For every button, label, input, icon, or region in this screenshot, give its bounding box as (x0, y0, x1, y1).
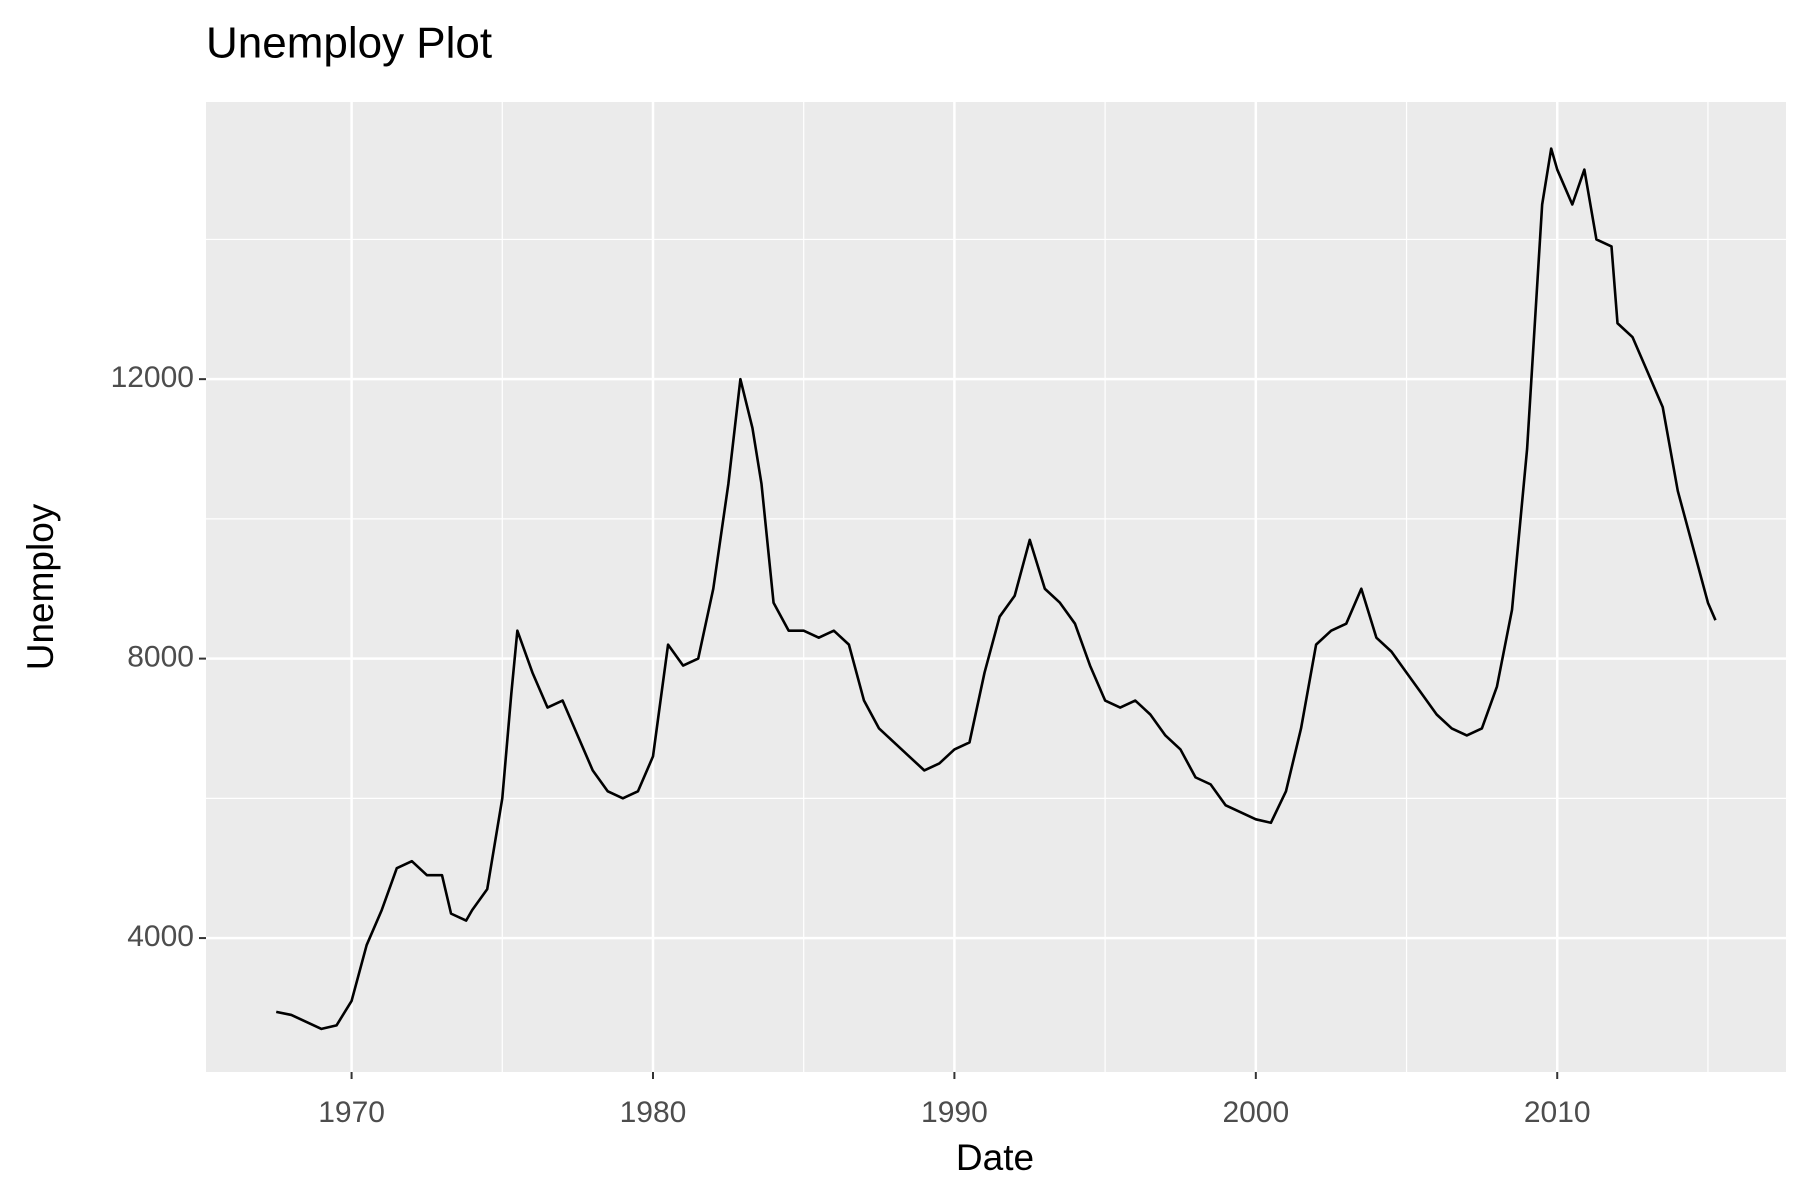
x-tick-label: 2000 (1222, 1096, 1289, 1129)
y-tick-label: 4000 (127, 920, 194, 953)
data-line (275, 147, 1717, 1031)
y-axis-title: Unemploy (20, 503, 61, 670)
y-tick-label: 8000 (127, 641, 194, 674)
y-tick-label: 12000 (111, 361, 194, 394)
plot-panel (206, 102, 1786, 1072)
x-tick-label: 1970 (318, 1096, 385, 1129)
chart-title: Unemploy Plot (206, 19, 492, 68)
x-tick-label: 1990 (921, 1096, 988, 1129)
x-tick-label: 1980 (620, 1096, 687, 1129)
x-tick-label: 2010 (1524, 1096, 1591, 1129)
x-axis-title: Date (956, 1137, 1034, 1178)
